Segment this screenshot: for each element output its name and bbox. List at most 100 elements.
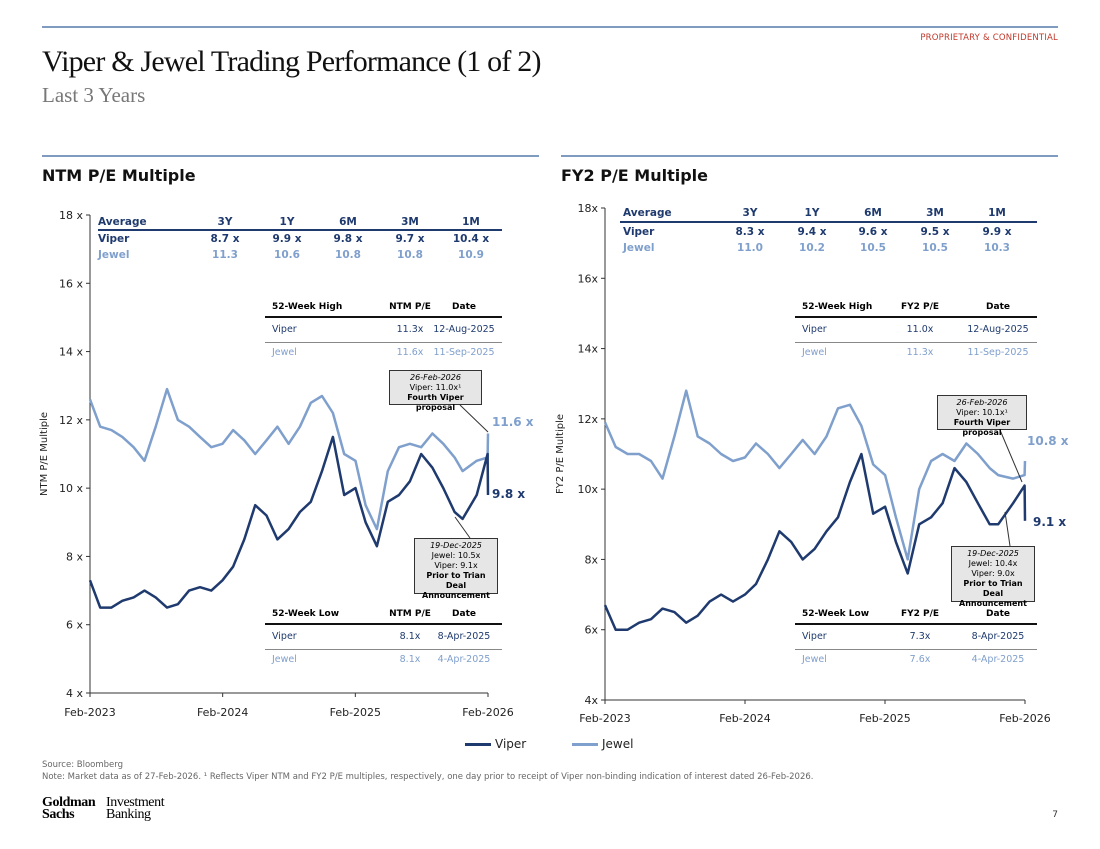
y-tick-label: 14x <box>577 343 598 356</box>
y-tick-label: 8x <box>584 553 598 566</box>
y-tick-label: 8 x <box>66 550 83 563</box>
callout-pointer <box>454 516 471 539</box>
table-header-cell: Date <box>452 609 476 619</box>
table-cell: Jewel <box>802 347 827 358</box>
investment-banking-logo: Investment Banking <box>106 795 165 822</box>
table-cell: 11.3x <box>906 347 934 358</box>
callout-date: 19-Dec-2025 <box>430 541 482 550</box>
averages-cell: 10.8 <box>335 249 361 261</box>
callout-heading: Prior to Trian Deal Announcement <box>422 571 490 600</box>
table-cell: 7.3x <box>909 631 931 642</box>
averages-cell: 10.3 <box>984 242 1010 254</box>
top-rule <box>42 26 1058 28</box>
averages-header-cell: 6M <box>339 216 357 228</box>
averages-cell: 11.0 <box>737 242 763 254</box>
y-tick-label: 6 x <box>66 619 83 632</box>
averages-header-cell: 1Y <box>804 207 820 219</box>
callout-pointer <box>999 429 1023 483</box>
y-tick-label: 16x <box>577 272 598 285</box>
table-header-cell: FY2 P/E <box>900 609 940 619</box>
y-tick-label: 18 x <box>59 209 83 222</box>
table-cell: 11-Sep-2025 <box>433 347 495 358</box>
callout-text: Viper: 10.1x¹ <box>956 408 1008 417</box>
series-line-viper <box>88 435 490 609</box>
end-label-jewel: 10.8 x <box>1027 434 1069 448</box>
averages-cell: 9.5 x <box>920 226 950 238</box>
averages-cell: 10.8 <box>397 249 423 261</box>
end-label-viper: 9.1 x <box>1033 515 1067 529</box>
averages-cell: 10.6 <box>274 249 300 261</box>
y-axis-label: FY2 P/E Multiple <box>555 414 566 494</box>
y-tick-label: 4x <box>584 694 598 707</box>
table-cell: Jewel <box>802 654 827 665</box>
table-header-cell: FY2 P/E <box>900 302 940 312</box>
averages-header-cell: 3Y <box>742 207 758 219</box>
averages-cell: 9.8 x <box>333 233 363 245</box>
averages-cell: 10.4 x <box>452 233 490 245</box>
callout-text: Jewel: 10.4x <box>968 559 1018 568</box>
averages-cell: 10.9 <box>458 249 484 261</box>
callout-heading: Fourth Viper proposal <box>953 418 1011 437</box>
chart-title-fy2: FY2 P/E Multiple <box>561 166 709 185</box>
averages-cell: 9.9 x <box>272 233 302 245</box>
table-cell: 11-Sep-2025 <box>967 347 1029 358</box>
table-header-cell: Date <box>986 609 1010 619</box>
x-tick-label: Feb-2025 <box>859 712 910 725</box>
y-axis-label: NTM P/E Multiple <box>39 412 50 496</box>
averages-header-cell: 3M <box>401 216 419 228</box>
table-cell: Jewel <box>272 347 297 358</box>
callout-text: Viper: 9.0x <box>971 569 1015 578</box>
table-row-rule <box>795 649 1037 650</box>
table-header-cell: 52-Week High <box>272 302 343 312</box>
y-tick-label: 4 x <box>66 687 83 700</box>
table-cell: 8.1x <box>399 654 421 665</box>
callout-box: 19-Dec-2025 Jewel: 10.5x Viper: 9.1x Prior … <box>414 538 498 600</box>
legend-swatch-viper <box>465 742 491 746</box>
table-row-rule <box>795 342 1037 343</box>
averages-cell: 9.6 x <box>858 226 888 238</box>
table-cell: 4-Apr-2025 <box>971 654 1025 665</box>
table-cell: Viper <box>802 631 827 642</box>
legend-label-jewel: Jewel <box>602 737 634 751</box>
series-line-viper <box>603 452 1027 631</box>
table-cell: 7.6x <box>909 654 931 665</box>
callout-pointer <box>1004 511 1011 547</box>
x-tick-label: Feb-2023 <box>64 706 115 719</box>
averages-cell: 10.5 <box>922 242 948 254</box>
legend-label-viper: Viper <box>495 737 527 751</box>
table-cell: Viper <box>272 631 297 642</box>
callout-text: Jewel: 10.5x <box>431 551 481 560</box>
table-cell: 12-Aug-2025 <box>433 324 495 335</box>
table-header-cell: NTM P/E <box>389 609 431 619</box>
averages-table-rule <box>620 221 1037 223</box>
callout-heading: Prior to Trian Deal Announcement <box>959 579 1027 608</box>
averages-header-cell: 1M <box>988 207 1006 219</box>
callout-date: 26-Feb-2026 <box>956 398 1008 407</box>
legend-item-jewel: Jewel <box>572 737 633 751</box>
table-cell: Viper <box>802 324 827 335</box>
averages-table-rule <box>98 229 502 231</box>
callout-pointer <box>459 404 489 433</box>
callout-text: Viper: 9.1x <box>434 561 478 570</box>
legend-item-viper: Viper <box>465 737 526 751</box>
averages-header-cell: 1M <box>462 216 480 228</box>
series-line-jewel <box>88 387 490 531</box>
table-cell: 8.1x <box>399 631 421 642</box>
averages-header-cell: 6M <box>864 207 882 219</box>
table-header-rule <box>265 316 502 318</box>
averages-cell: Viper <box>98 233 130 245</box>
y-tick-label: 18x <box>577 202 598 215</box>
section-rule-left <box>42 155 539 157</box>
table-header-cell: Date <box>986 302 1010 312</box>
table-cell: 12-Aug-2025 <box>967 324 1029 335</box>
table-header-rule <box>265 623 502 625</box>
footnote: Note: Market data as of 27-Feb-2026. ¹ R… <box>42 772 814 782</box>
page-subtitle: Last 3 Years <box>42 83 146 107</box>
averages-cell: 10.2 <box>799 242 825 254</box>
x-tick-label: Feb-2026 <box>999 712 1050 725</box>
y-tick-label: 12x <box>577 413 598 426</box>
table-cell: 8-Apr-2025 <box>437 631 491 642</box>
x-tick-label: Feb-2024 <box>197 706 248 719</box>
x-tick-label: Feb-2023 <box>579 712 630 725</box>
